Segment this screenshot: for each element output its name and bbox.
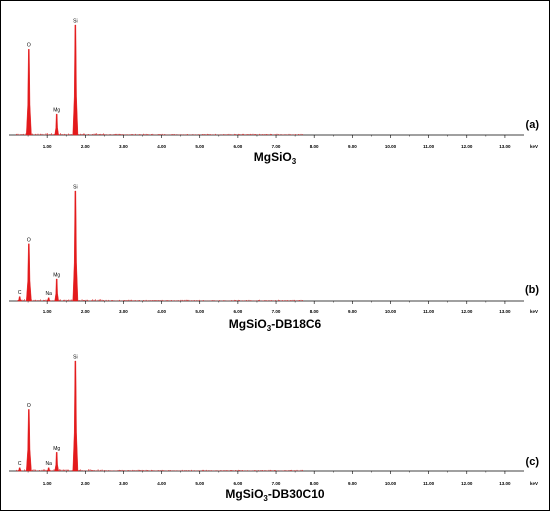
caption-subscript: 3 [267,324,272,333]
x-tick-label: 7.00 [272,309,281,314]
peak-label: Si [73,185,77,191]
x-tick-label: 9.00 [348,144,357,149]
x-tick-label: 1.00 [43,144,52,149]
peak-label: Mg [53,108,60,114]
x-tick-label: 4.00 [157,144,166,149]
peak-c [17,296,23,302]
caption-main: MgSiO [225,487,263,501]
peak-label: O [27,43,31,49]
caption-suffix: -DB18C6 [271,317,321,331]
panel-caption: MgSiO3-DB30C10 [225,487,324,503]
caption-main: MgSiO [229,317,267,331]
peak-mg [54,278,59,302]
x-tick-label: 12.00 [461,144,473,149]
background-noise [16,133,303,135]
x-tick-label: 3.00 [119,481,128,486]
peak-label: Mg [53,273,60,279]
x-axis-unit: keV [530,144,538,149]
x-tick-label: 13.00 [499,144,511,149]
x-tick-label: 11.00 [423,144,435,149]
peak-label: Na [45,461,52,467]
x-tick-label: 7.00 [272,481,281,486]
x-tick-label: 5.00 [195,144,204,149]
peak-label: Na [45,291,52,297]
caption-main: MgSiO [254,150,292,164]
x-tick-label: 5.00 [195,481,204,486]
x-tick-label: 13.00 [499,481,511,486]
peak-na [46,297,52,302]
x-tick-label: 7.00 [272,144,281,149]
x-tick-label: 3.00 [119,309,128,314]
panel-label: (b) [525,284,539,296]
peak-mg [54,113,59,136]
peak-c [17,467,23,472]
x-tick-label: 1.00 [43,309,52,314]
peak-label: O [27,403,31,409]
x-tick-label: 6.00 [234,481,243,486]
panel-caption: MgSiO3 [254,150,297,166]
x-axis-unit: keV [530,481,538,486]
x-tick-label: 10.00 [385,481,397,486]
x-axis-unit: keV [530,309,538,314]
peak-na [46,467,52,472]
x-tick-label: 9.00 [348,309,357,314]
peak-label: Mg [53,446,60,452]
x-tick-label: 8.00 [310,309,319,314]
peak-label: Si [73,19,77,25]
peak-label: C [18,461,22,467]
x-tick-label: 13.00 [499,309,511,314]
x-tick-label: 11.00 [423,481,435,486]
x-tick-label: 6.00 [234,144,243,149]
peak-label: O [27,237,31,243]
x-tick-label: 10.00 [385,309,397,314]
spectrum-panel: 1.00 2.00 3.00 4.00 5.00 6.00 7.00 8.00 9.00 10.0… [9,185,539,333]
peak-o [26,409,32,472]
x-tick-label: 2.00 [81,309,90,314]
caption-subscript: 3 [292,157,297,166]
panel-label: (a) [526,119,540,131]
caption-suffix: -DB30C10 [268,487,325,501]
x-tick-label: 3.00 [119,144,128,149]
panel-label: (c) [526,456,540,468]
peak-label: Si [73,355,77,361]
x-tick-label: 5.00 [195,309,204,314]
peak-si [72,24,79,136]
background-noise [16,469,303,471]
x-tick-label: 10.00 [385,144,397,149]
panel-caption: MgSiO3-DB18C6 [229,317,322,333]
x-tick-label: 8.00 [310,144,319,149]
x-tick-label: 6.00 [234,309,243,314]
background-noise [16,299,303,301]
x-tick-label: 2.00 [81,144,90,149]
x-tick-label: 1.00 [43,481,52,486]
x-tick-label: 4.00 [157,481,166,486]
peak-label: C [18,290,22,296]
peak-o [26,49,32,136]
caption-subscript: 3 [263,494,268,503]
peak-mg [54,452,59,472]
spectrum-panel: 1.00 2.00 3.00 4.00 5.00 6.00 7.00 8.00 9.00 10.0… [9,19,540,166]
peak-si [72,360,79,472]
x-tick-label: 12.00 [461,309,473,314]
spectrum-panel: 1.00 2.00 3.00 4.00 5.00 6.00 7.00 8.00 9.00 10.0… [9,355,540,503]
x-tick-label: 12.00 [461,481,473,486]
x-tick-label: 8.00 [310,481,319,486]
x-tick-label: 9.00 [348,481,357,486]
x-tick-label: 2.00 [81,481,90,486]
peak-o [26,243,32,302]
peak-si [72,190,79,302]
x-tick-label: 11.00 [423,309,435,314]
x-tick-label: 4.00 [157,309,166,314]
